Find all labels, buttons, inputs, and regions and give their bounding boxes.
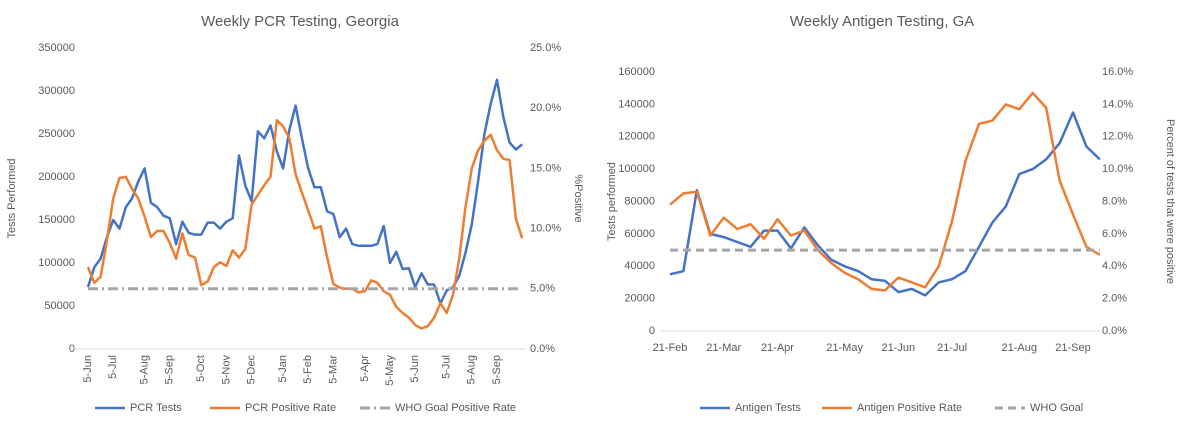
y2-tick-label: 0.0% [530,343,555,355]
y-tick-label: 150000 [38,214,75,226]
x-tick-label: 5-Mar [327,355,339,384]
y-tick-label: 160000 [618,66,655,78]
x-tick-label: 21-Mar [706,342,741,354]
y2-tick-label: 16.0% [1102,66,1133,78]
legend-label: PCR Positive Rate [245,402,336,414]
y-tick-label: 140000 [618,98,655,110]
y2-tick-label: 6.0% [1102,228,1127,240]
y-axis-title: Tests Performed [6,158,18,238]
x-tick-label: 5-Oct [195,355,207,382]
x-tick-label: 5-Sep [491,355,503,384]
x-tick-label: 21-Jul [937,342,967,354]
x-tick-label: 21-Apr [761,342,794,354]
x-tick-label: 21-Feb [653,342,688,354]
y-tick-label: 60000 [624,228,655,240]
y-tick-label: 20000 [624,293,655,305]
legend-label: Antigen Tests [735,402,801,414]
y2-tick-label: 10.0% [1102,163,1133,175]
y2-tick-label: 4.0% [1102,260,1127,272]
series-line [86,118,524,330]
series-line [669,111,1101,297]
x-tick-label: 5-Jul [107,355,119,379]
x-tick-label: 5-Aug [139,355,151,384]
x-tick-label: 21-May [826,342,863,354]
y-tick-label: 100000 [618,163,655,175]
y2-tick-label: 25.0% [530,42,561,54]
x-tick-label: 5-Jun [409,355,421,383]
x-tick-label: 5-Dec [246,355,258,385]
y2-tick-label: 20.0% [530,102,561,114]
y2-axis-title: Percent of tests that were positive [1164,119,1176,284]
y2-tick-label: 14.0% [1102,98,1133,110]
chart-title: Weekly PCR Testing, Georgia [201,13,400,30]
legend-label: PCR Tests [130,402,182,414]
legend-label: Antigen Positive Rate [857,402,962,414]
x-tick-label: 5-Sep [164,355,176,384]
legend-label: WHO Goal Positive Rate [395,402,516,414]
y-tick-label: 50000 [44,300,75,312]
y-tick-label: 200000 [38,171,75,183]
x-tick-label: 5-Jul [441,355,453,379]
x-tick-label: 21-Sep [1055,342,1090,354]
x-tick-label: 5-Feb [302,355,314,384]
y-tick-label: 40000 [624,260,655,272]
y-tick-label: 80000 [624,195,655,207]
x-tick-label: 5-Jan [277,355,289,383]
y-tick-label: 100000 [38,257,75,269]
legend-label: WHO Goal [1030,402,1083,414]
x-tick-label: 5-May [384,355,396,386]
y2-tick-label: 12.0% [1102,131,1133,143]
x-tick-label: 21-Aug [1002,342,1037,354]
y-tick-label: 300000 [38,85,75,97]
y2-tick-label: 15.0% [530,162,561,174]
y-tick-label: 250000 [38,128,75,140]
x-tick-label: 5-Jun [82,355,94,383]
y2-tick-label: 5.0% [530,283,555,295]
y-tick-label: 350000 [38,42,75,54]
y2-tick-label: 2.0% [1102,293,1127,305]
y2-tick-label: 8.0% [1102,195,1127,207]
series-line [669,91,1101,292]
x-tick-label: 5-Nov [220,355,232,385]
x-tick-label: 21-Jun [882,342,916,354]
x-tick-label: 5-Apr [359,355,371,382]
x-tick-label: 5-Aug [466,355,478,384]
y2-axis-title: %Positive [572,174,584,222]
chart-title: Weekly Antigen Testing, GA [790,13,975,30]
y2-tick-label: 0.0% [1102,325,1127,337]
y-tick-label: 120000 [618,131,655,143]
y-tick-label: 0 [649,325,655,337]
y2-tick-label: 10.0% [530,223,561,235]
y-axis-title: Tests performed [606,162,618,241]
